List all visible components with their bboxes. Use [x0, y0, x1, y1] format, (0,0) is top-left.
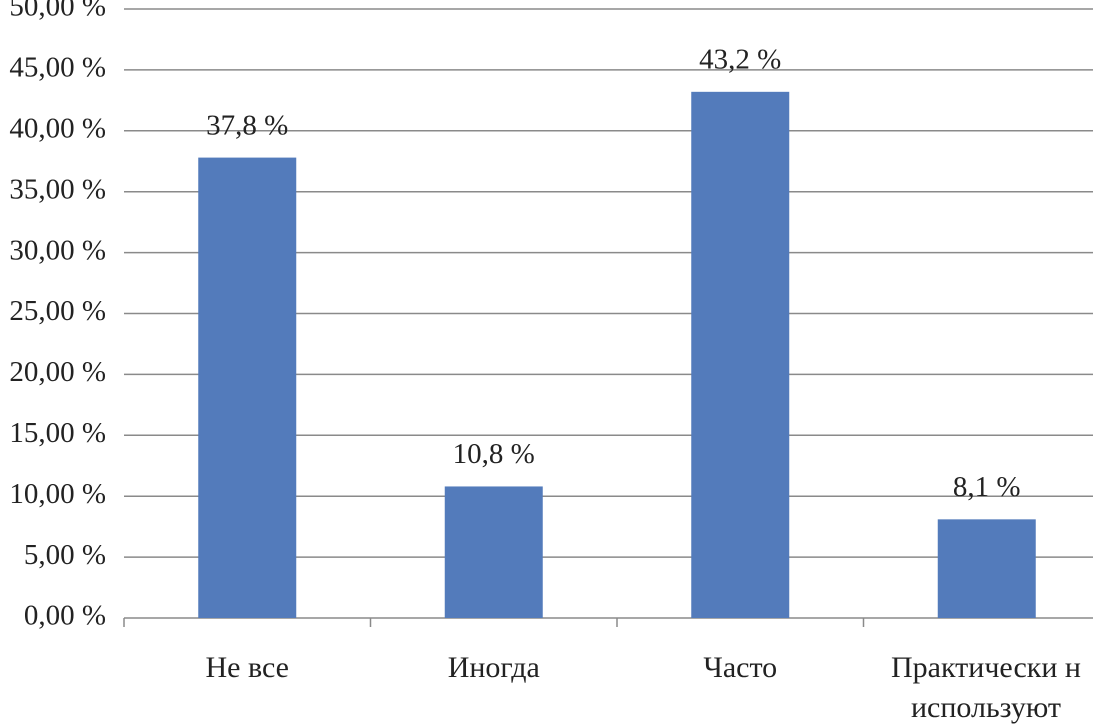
bar [937, 519, 1036, 618]
x-tick-label: Иногда [447, 651, 540, 684]
y-tick-label: 45,00 % [9, 52, 106, 84]
y-tick-label: 0,00 % [24, 600, 106, 632]
y-tick-label: 5,00 % [24, 539, 106, 571]
bar [691, 91, 790, 619]
y-tick-label: 30,00 % [9, 234, 106, 266]
value-label: 37,8 % [206, 109, 288, 141]
y-tick-label: 25,00 % [9, 295, 106, 327]
bar [444, 486, 543, 618]
value-label: 10,8 % [453, 438, 535, 470]
x-tick-label: Часто [703, 651, 778, 684]
y-tick-label: 40,00 % [9, 112, 106, 144]
y-tick-label: 50,00 % [9, 0, 106, 23]
bar [198, 157, 297, 618]
y-tick-label: 35,00 % [9, 173, 106, 205]
value-label: 8,1 % [953, 471, 1021, 503]
y-tick-label: 10,00 % [9, 478, 106, 510]
x-tick-label: Практически н используют [891, 651, 1081, 724]
y-tick-label: 20,00 % [9, 356, 106, 388]
x-tick-label: Не все [205, 651, 289, 684]
y-tick-label: 15,00 % [9, 417, 106, 449]
value-label: 43,2 % [699, 43, 781, 75]
